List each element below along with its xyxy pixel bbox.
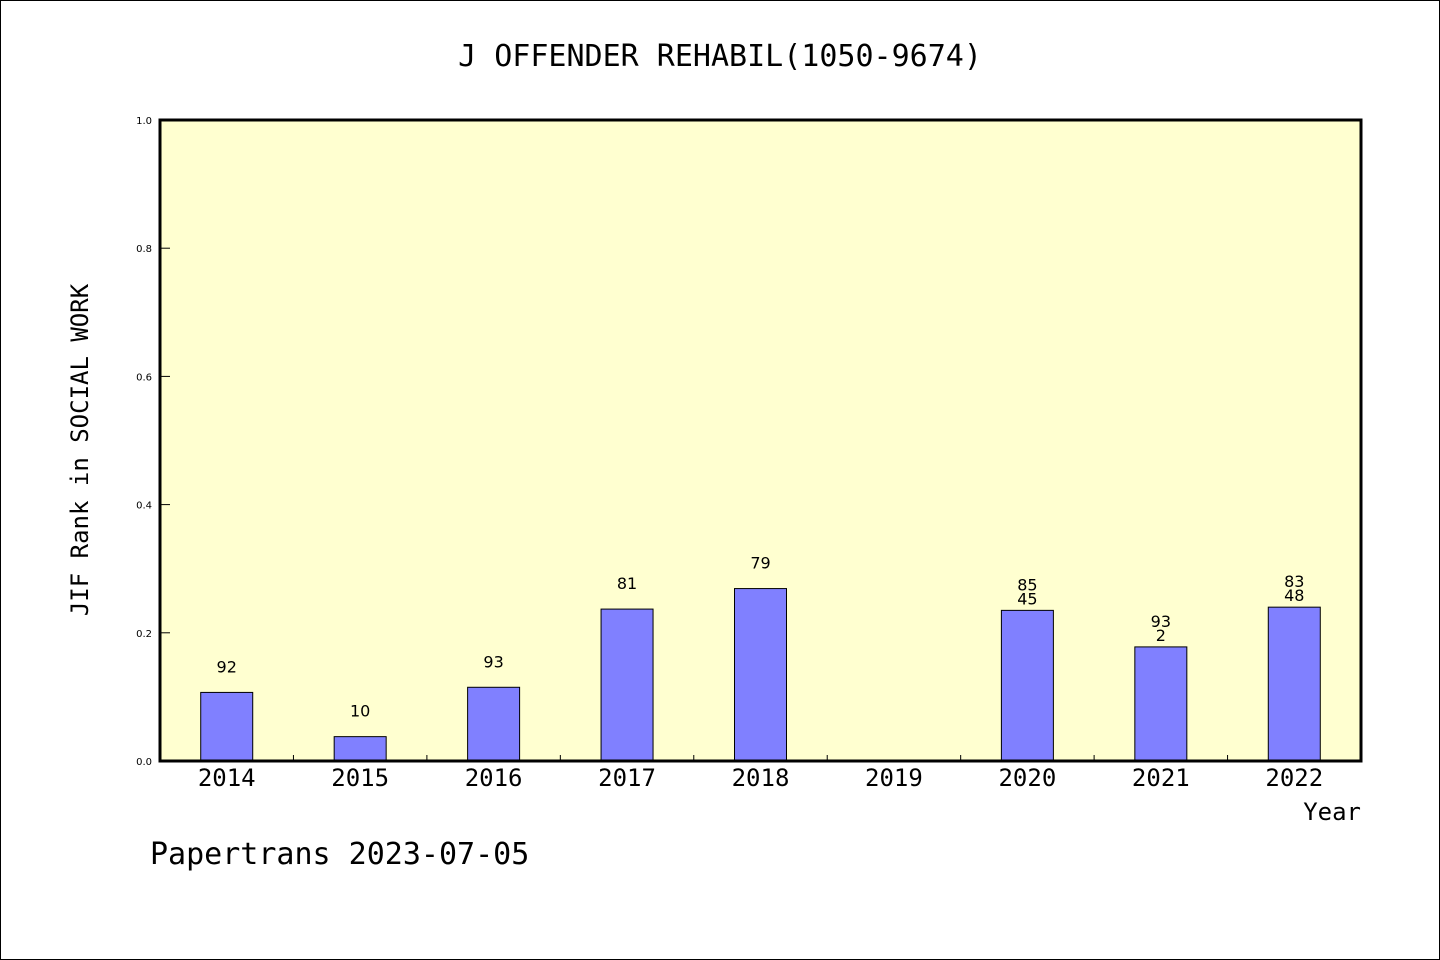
- x-tick-label: 2017: [598, 764, 656, 792]
- y-tick-label: 0.4: [136, 501, 152, 512]
- footer-credit: Papertrans 2023-07-05: [150, 837, 529, 872]
- bar-2022: [1267, 606, 1321, 762]
- bar-2016: [467, 686, 521, 762]
- bar-2018: [734, 588, 787, 762]
- data-label: 79: [750, 554, 770, 573]
- y-tick-label: 0.2: [136, 629, 152, 640]
- bar-2021: [1134, 646, 1188, 762]
- data-label: 93: [1151, 612, 1171, 631]
- data-label: 83: [1284, 572, 1304, 591]
- x-tick-label: 2019: [865, 764, 923, 792]
- bar-2014: [200, 691, 254, 762]
- plot-border: [158, 118, 1363, 763]
- data-label: 48: [1284, 586, 1304, 605]
- data-label: 92: [217, 657, 237, 676]
- data-label: 45: [1017, 589, 1037, 608]
- bar-2015: [333, 736, 387, 762]
- x-tick-label: 2016: [465, 764, 523, 792]
- chart-title: J OFFENDER REHABIL(1050-9674): [458, 39, 982, 74]
- x-tick-label: 2022: [1265, 764, 1323, 792]
- data-label: 85: [1017, 575, 1037, 594]
- bar-2017: [600, 608, 654, 762]
- data-label: 2: [1156, 626, 1166, 645]
- y-tick-label: 0.6: [136, 372, 152, 383]
- x-tick-label: 2015: [331, 764, 389, 792]
- x-axis-label: Year: [1303, 798, 1361, 826]
- x-tick-label: 2020: [998, 764, 1056, 792]
- x-tick-label: 2014: [198, 764, 256, 792]
- y-tick-label: 0.0: [136, 757, 152, 768]
- bar-2020: [1000, 609, 1054, 762]
- y-tick-label: 1.0: [136, 116, 152, 127]
- y-tick-label: 0.8: [136, 244, 152, 255]
- x-tick-label: 2021: [1132, 764, 1190, 792]
- data-label: 81: [617, 574, 637, 593]
- x-tick-label: 2018: [732, 764, 790, 792]
- y-axis-label: JIF Rank in SOCIAL WORK: [66, 283, 94, 616]
- data-label: 93: [483, 652, 503, 671]
- data-label: 10: [350, 702, 370, 721]
